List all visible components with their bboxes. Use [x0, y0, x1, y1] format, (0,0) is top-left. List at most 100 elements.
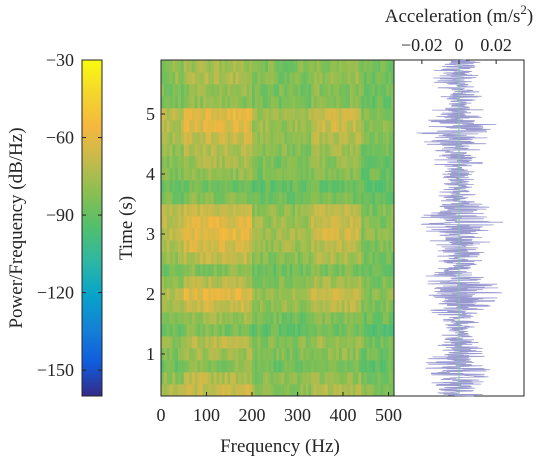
spectrogram-cell — [380, 312, 384, 325]
spectrogram-cell — [260, 108, 264, 121]
spectrogram-cell — [313, 180, 318, 193]
spectrogram-cell — [169, 120, 173, 133]
spectrogram-cell — [308, 252, 312, 265]
spectrogram-cell — [161, 336, 165, 349]
spectrogram-cell — [377, 348, 381, 361]
spectrogram-cell — [178, 72, 182, 85]
spectrogram-cell — [186, 324, 190, 337]
spectrogram-cell — [366, 132, 370, 145]
spectrogram-cell — [246, 144, 250, 157]
spectrogram-cell — [169, 240, 173, 253]
spectrogram-cell — [333, 300, 337, 313]
spectrogram-cell — [286, 132, 290, 145]
spectrogram-cell — [262, 264, 266, 277]
spectrogram-cell — [224, 300, 228, 313]
spectrogram-cell — [257, 348, 261, 361]
spectrogram-cell — [232, 240, 236, 253]
spectrogram-cell — [270, 144, 274, 157]
spectrogram-cell — [194, 348, 198, 361]
spectrogram-cell — [249, 360, 253, 373]
spectrogram-cell — [265, 252, 269, 265]
spectrogram-cell — [303, 384, 307, 397]
spectrogram-cell — [260, 276, 264, 289]
spectrogram-cell — [278, 96, 282, 109]
spectrogram-cell — [319, 300, 323, 313]
spectrogram-cell — [243, 72, 247, 85]
spectrogram-cell — [166, 300, 170, 313]
spectrogram-cell — [311, 108, 315, 121]
spectrogram-cell — [322, 336, 326, 349]
spectrogram-cell — [219, 276, 223, 289]
spectrogram-cell — [295, 300, 299, 313]
spectrogram-cell — [161, 180, 165, 193]
spectrogram-cell — [322, 156, 326, 169]
spectrogram-cell — [200, 336, 204, 349]
spectrogram-cell — [175, 252, 179, 265]
spectrogram-cell — [322, 216, 326, 229]
spectrogram-cell — [241, 276, 245, 289]
spectrogram-cell — [161, 300, 165, 313]
spectrogram-cell — [169, 276, 173, 289]
spectrogram-cell — [252, 180, 256, 193]
spectrogram-cell — [305, 156, 309, 169]
spectrogram-cell — [205, 288, 209, 301]
spectrogram-cell — [284, 336, 288, 349]
spectrogram-cell — [211, 288, 215, 301]
spectrogram-cell — [281, 84, 285, 97]
spectrogram-cell — [316, 96, 320, 109]
spectrogram-cell — [352, 264, 356, 277]
spectrogram-cell — [305, 72, 309, 85]
spectrogram-cell — [369, 324, 373, 337]
spectrogram-cell — [311, 384, 315, 397]
spectrogram-cell — [205, 252, 209, 265]
spectrogram-cell — [391, 312, 395, 325]
spectrogram-cell — [336, 216, 340, 229]
spectrogram-cell — [243, 180, 247, 193]
spectrogram-cell — [388, 312, 392, 325]
spectrogram-cell — [254, 96, 258, 109]
spectrogram-cell — [175, 324, 179, 337]
spectrogram-cell — [292, 180, 296, 193]
spectrogram-cell — [241, 216, 245, 229]
spectrogram-cell — [232, 144, 236, 157]
spectrogram-cell — [361, 168, 365, 181]
spectrogram-cell — [175, 108, 179, 121]
spectrogram-cell — [172, 192, 176, 205]
spectrogram-cell — [221, 216, 226, 229]
spectrogram-cell — [338, 204, 343, 217]
spectrogram-cell — [161, 276, 165, 289]
spectrogram-cell — [235, 228, 239, 241]
spectrogram-cell — [281, 168, 285, 181]
spectrogram-cell — [355, 264, 359, 277]
spectrogram-cell — [350, 192, 354, 205]
spectrogram-cell — [338, 348, 343, 361]
spectrogram-cell — [166, 156, 170, 169]
spectrogram-cell — [388, 72, 392, 85]
spectrogram-cell — [254, 132, 258, 145]
spectrogram-cell — [289, 348, 293, 361]
spectrogram-cell — [355, 120, 359, 133]
spectrogram-cell — [197, 324, 201, 337]
spectrogram-cell — [344, 156, 348, 169]
spectrogram-cell — [363, 384, 367, 397]
spectrogram-cell — [202, 324, 206, 337]
spectrogram-cell — [358, 108, 362, 121]
spectrogram-cell — [284, 144, 288, 157]
colorbar-tick-label: −120 — [37, 283, 74, 303]
spectrogram-cell — [305, 312, 309, 325]
spectrogram-cell — [166, 336, 170, 349]
spectrogram-cell — [385, 276, 389, 289]
spectrogram-cell — [316, 156, 320, 169]
spectrogram-cell — [366, 108, 370, 121]
spectrogram-cell — [303, 144, 307, 157]
spectrogram-cell — [216, 180, 220, 193]
spectrogram-cell — [270, 228, 274, 241]
spectrogram-cell — [230, 276, 234, 289]
spectrogram-cell — [200, 60, 204, 73]
spectrogram-cell — [284, 384, 288, 397]
spectrogram-cell — [178, 240, 182, 253]
spectrogram-cell — [311, 120, 315, 133]
spectrogram-cell — [341, 348, 345, 361]
spectrogram-cell — [391, 336, 395, 349]
spectrogram-cell — [358, 84, 362, 97]
